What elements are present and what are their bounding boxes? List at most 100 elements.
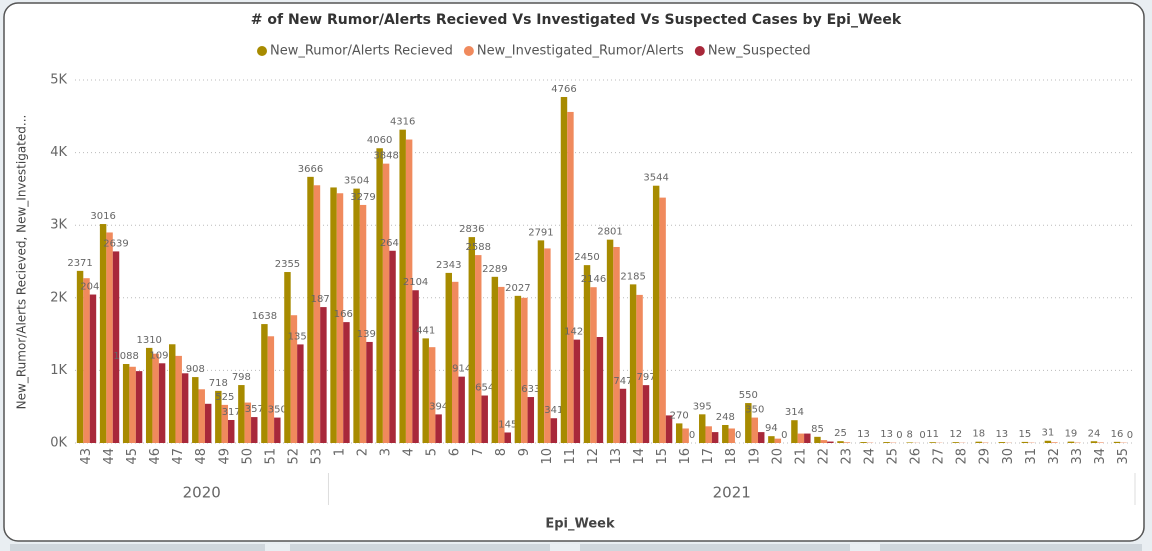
bar <box>573 339 581 443</box>
x-tick-label: 19 <box>747 448 762 465</box>
y-tick-label: 3K <box>50 218 67 233</box>
data-label: 15 <box>1018 429 1031 440</box>
data-label: 314 <box>785 407 804 418</box>
data-label: 633 <box>521 384 540 395</box>
bar <box>797 433 805 443</box>
data-label: 747 <box>613 376 632 387</box>
data-label: 3279 <box>350 192 375 203</box>
data-label: 94 <box>765 423 778 434</box>
bar <box>330 187 337 443</box>
bar <box>192 377 199 443</box>
bar <box>1067 441 1075 443</box>
bar <box>521 297 528 443</box>
bar <box>376 148 383 443</box>
data-label: 2371 <box>67 258 92 269</box>
x-tick-label: 46 <box>148 448 163 465</box>
x-tick-label: 9 <box>517 448 532 456</box>
data-label: 2648 <box>380 238 405 249</box>
bar <box>820 440 828 443</box>
bar <box>76 270 84 443</box>
bar <box>560 96 568 443</box>
legend-label: New_Rumor/Alerts Recieved <box>270 44 453 59</box>
data-label: 0 <box>735 430 741 441</box>
bar <box>261 324 268 443</box>
bar <box>527 397 535 443</box>
bar <box>422 338 429 443</box>
bar <box>412 290 419 443</box>
bar <box>1097 442 1104 443</box>
panel-edge <box>880 544 1142 551</box>
bar <box>399 129 406 444</box>
bar <box>145 347 153 443</box>
bar <box>751 417 759 443</box>
bar <box>975 441 982 443</box>
bar <box>359 204 367 443</box>
data-label: 12 <box>949 429 962 440</box>
x-tick-label: 10 <box>540 448 555 465</box>
data-label: 1098 <box>149 350 174 361</box>
x-tick-label: 17 <box>701 448 716 465</box>
data-label: 0 <box>896 430 902 441</box>
x-tick-label: 27 <box>932 448 947 465</box>
x-tick-label: 44 <box>102 448 117 465</box>
bar <box>711 432 719 443</box>
bar <box>366 341 373 443</box>
x-tick-label: 33 <box>1070 448 1085 465</box>
x-tick-label: 21 <box>793 448 808 465</box>
data-label: 394 <box>429 401 448 412</box>
bar <box>1044 440 1052 443</box>
x-tick-label: 28 <box>955 448 970 465</box>
bar <box>307 176 314 444</box>
data-label: 350 <box>745 405 764 416</box>
y-tick-label: 4K <box>50 145 67 160</box>
bar <box>198 389 205 443</box>
bar <box>514 295 522 443</box>
data-label: 797 <box>636 372 655 383</box>
bar <box>774 438 782 443</box>
bar <box>152 353 159 443</box>
panel-edge <box>290 544 550 551</box>
bar <box>629 284 637 443</box>
bar <box>550 418 558 443</box>
data-label: 550 <box>739 390 758 401</box>
bar <box>596 337 604 443</box>
data-label: 3848 <box>373 151 398 162</box>
bar <box>215 390 222 443</box>
bar <box>606 239 614 443</box>
y-tick-label: 2K <box>50 290 67 305</box>
bar <box>89 294 97 443</box>
data-label: 2104 <box>403 277 428 288</box>
x-tick-label: 3 <box>379 448 394 456</box>
data-label: 3544 <box>643 173 668 184</box>
bar <box>860 442 867 443</box>
data-label: 654 <box>475 383 494 394</box>
bar <box>228 419 235 443</box>
bar <box>481 395 488 443</box>
bar <box>458 376 465 443</box>
data-label: 18 <box>972 429 985 440</box>
data-label: 2185 <box>620 271 645 282</box>
x-group-label: 2021 <box>713 484 751 502</box>
bar <box>428 347 436 443</box>
bar <box>791 420 798 443</box>
bar <box>883 442 890 443</box>
data-label: 24 <box>1088 428 1101 439</box>
legend-swatch <box>463 46 474 56</box>
data-label: 85 <box>811 424 824 435</box>
data-label: 2588 <box>466 242 491 253</box>
data-label: 19 <box>1065 429 1078 440</box>
bar <box>537 240 545 443</box>
data-label: 4316 <box>390 117 415 128</box>
bar <box>1051 442 1058 443</box>
bar <box>804 433 811 443</box>
bar <box>320 307 327 443</box>
bar <box>636 294 643 443</box>
x-tick-label: 12 <box>586 448 601 465</box>
x-tick-label: 8 <box>494 448 509 456</box>
data-label: 4766 <box>551 84 576 95</box>
data-label: 1872 <box>311 294 336 305</box>
data-label: 2791 <box>528 227 553 238</box>
x-tick-label: 13 <box>609 448 624 465</box>
bar <box>705 426 712 443</box>
x-tick-label: 11 <box>563 448 578 465</box>
